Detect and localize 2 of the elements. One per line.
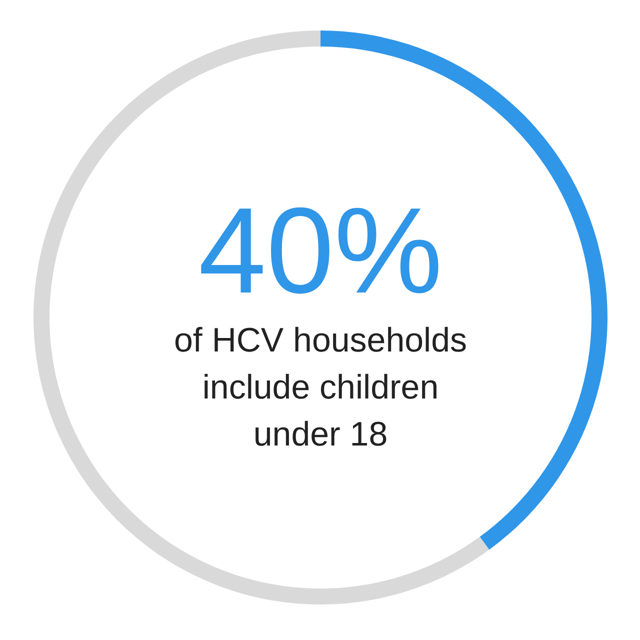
text: 40% [198, 182, 443, 318]
text: of HCV households include children under 18 [174, 322, 467, 454]
